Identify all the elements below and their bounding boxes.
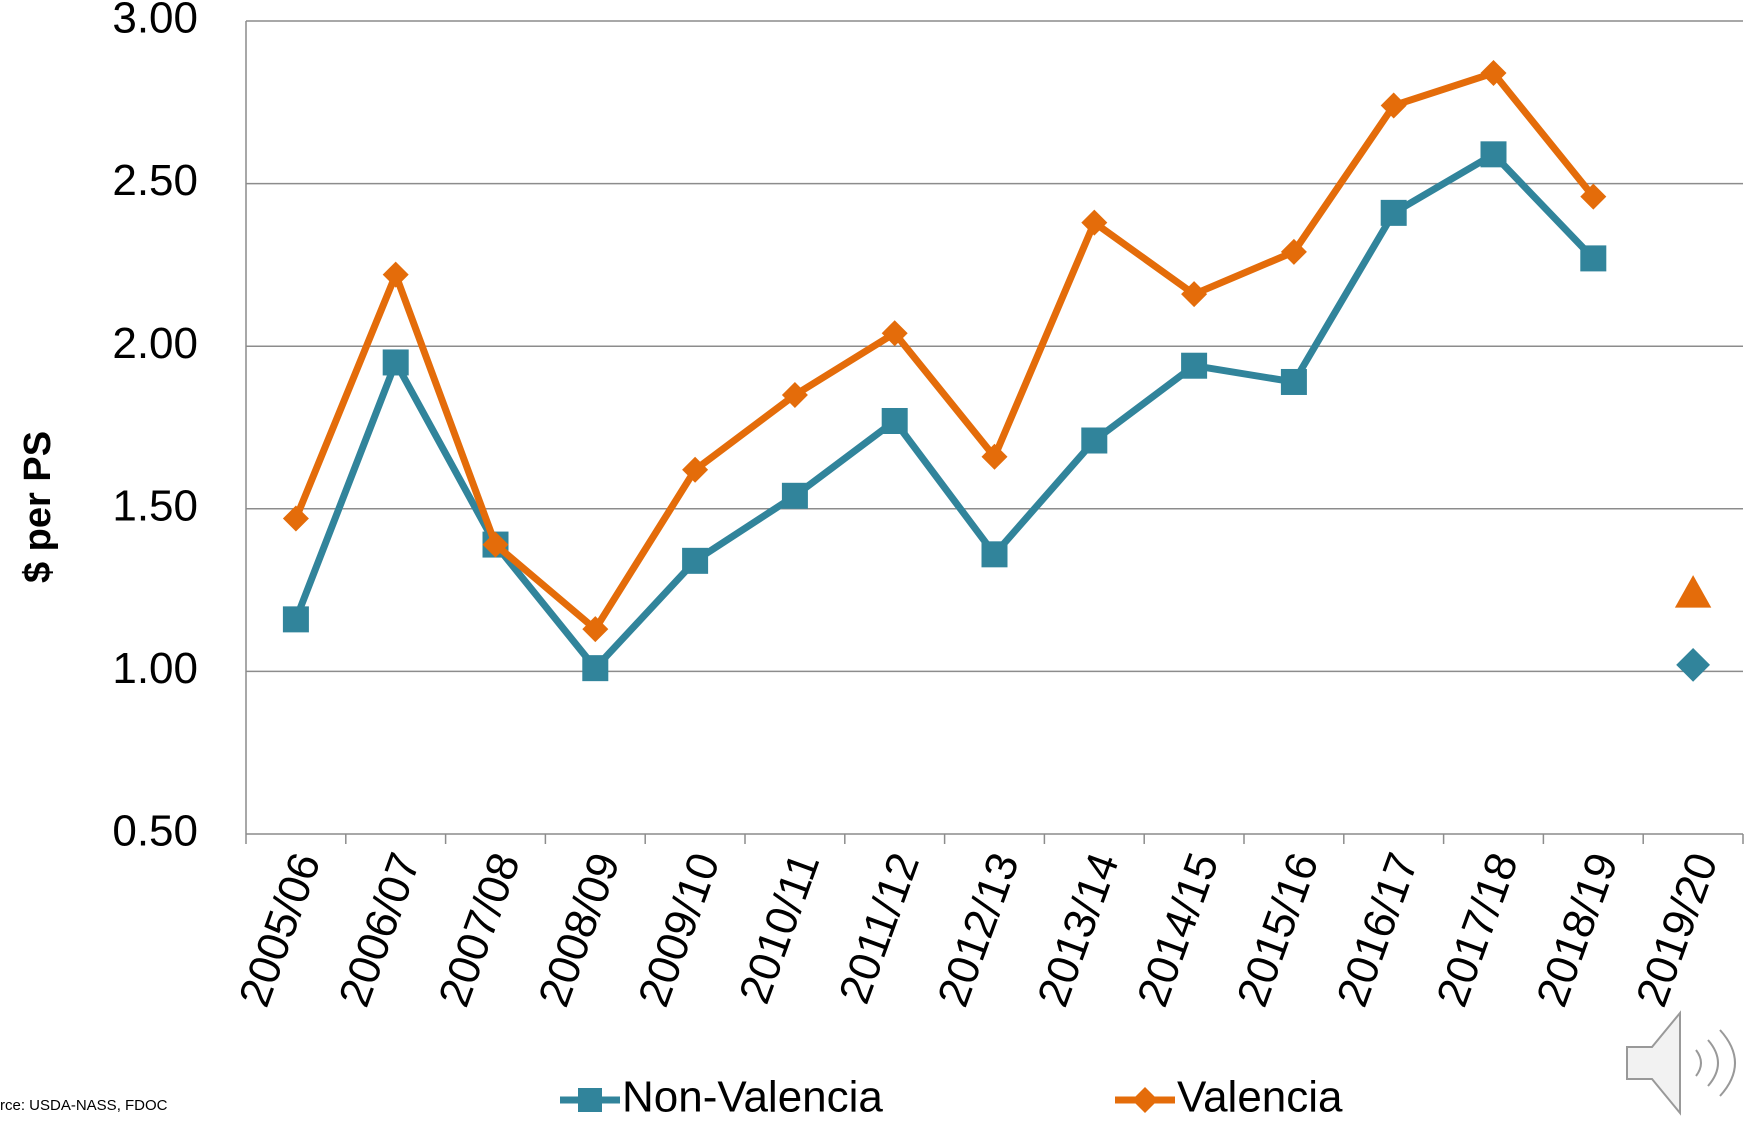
y-tick-label: 3.00 [112,0,198,43]
legend-label: Valencia [1177,1073,1343,1122]
x-tick-label: 2012/13 [928,847,1028,1013]
speaker-icon [1626,1010,1736,1116]
data-point [1181,281,1208,308]
x-tick-label: 2011/12 [830,847,929,1010]
data-point [1480,141,1507,168]
data-point [582,655,609,682]
legend-marker [578,1088,602,1112]
y-tick-label: 2.50 [112,156,198,205]
x-tick-label: 2008/09 [529,847,629,1013]
x-tick-label: 2014/15 [1128,847,1228,1013]
y-tick-label: 2.00 [112,319,198,368]
data-point [1580,245,1607,272]
y-tick-label: 1.00 [112,644,198,693]
data-point [1380,92,1407,119]
data-point [981,443,1008,470]
data-point [682,547,709,574]
legend-marker [1132,1087,1158,1113]
data-point [1280,368,1307,395]
source-note: rce: USDA-NASS, FDOC [0,1097,168,1114]
forecast-point [1674,575,1712,608]
data-point [1181,352,1208,379]
data-point [1280,238,1307,265]
data-point [482,531,509,558]
x-tick-label: 2017/18 [1427,847,1527,1013]
legend-label: Non-Valencia [622,1073,883,1122]
data-point [881,407,908,434]
forecast-point [1676,647,1710,682]
series-line [292,150,1596,672]
data-point [282,606,309,633]
data-point [1380,199,1407,226]
x-tick-label: 2015/16 [1228,847,1328,1013]
data-point [582,616,609,643]
data-point [1580,183,1607,210]
x-tick-label: 2016/17 [1328,847,1428,1013]
data-point [981,541,1008,568]
data-point [1081,427,1108,454]
data-point [781,482,808,509]
x-tick-label: 2007/08 [429,847,529,1013]
x-tick-label: 2018/19 [1527,847,1627,1013]
x-tick-label: 2013/14 [1028,847,1128,1013]
x-tick-label: 2019/20 [1627,847,1727,1013]
data-point [781,381,808,408]
data-point [1081,209,1108,236]
x-tick-label: 2005/06 [230,847,330,1013]
data-point [382,349,409,376]
data-point [282,505,309,532]
series-line [292,69,1597,633]
data-point [682,456,709,483]
x-tick-label: 2006/07 [330,847,430,1013]
data-point [1480,60,1507,87]
y-tick-label: 1.50 [112,481,198,530]
data-point [382,261,409,288]
y-axis-title: $ per PS [17,431,59,583]
x-tick-label: 2009/10 [629,847,729,1013]
y-tick-label: 0.50 [112,807,198,856]
x-tick-label: 2010/11 [730,847,829,1010]
data-point [881,320,908,347]
